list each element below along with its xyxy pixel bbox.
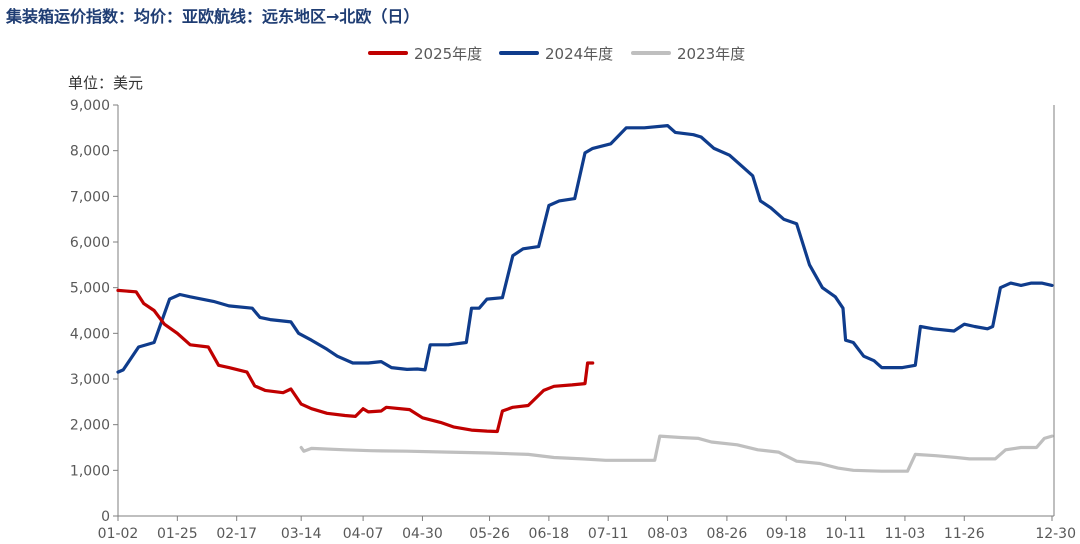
chart-axes: 0 1,000 2,000 3,000 4,000 5,000 6,000 7,000 8,00… bbox=[70, 98, 1076, 542]
y-tick-label: 0 bbox=[101, 509, 110, 525]
x-tick-label: 05-26 bbox=[469, 526, 510, 542]
chart-series bbox=[116, 124, 1054, 473]
y-tick-label: 2,000 bbox=[70, 418, 110, 434]
y-axis-unit-label: 单位：美元 bbox=[68, 74, 144, 92]
x-tick-label: 11-26 bbox=[944, 526, 985, 542]
chart-title: 集装箱运价指数：均价：亚欧航线：远东地区→北欧（日） bbox=[6, 7, 420, 26]
y-tick-label: 3,000 bbox=[70, 372, 110, 388]
x-tick-label: 11-03 bbox=[885, 526, 926, 542]
x-tick-label: 09-18 bbox=[766, 526, 807, 542]
y-tick-label: 1,000 bbox=[70, 463, 110, 479]
series-line-2025 bbox=[116, 288, 595, 434]
x-tick-label: 10-11 bbox=[825, 526, 866, 542]
x-tick-label: 08-03 bbox=[647, 526, 688, 542]
legend-label-2025: 2025年度 bbox=[414, 45, 483, 63]
x-tick-label: 01-02 bbox=[98, 526, 139, 542]
x-tick-label: 08-26 bbox=[707, 526, 748, 542]
x-tick-label: 03-14 bbox=[281, 526, 322, 542]
legend-swatch-2024 bbox=[499, 51, 539, 55]
legend-label-2024: 2024年度 bbox=[545, 45, 614, 63]
x-tick-label: 06-18 bbox=[529, 526, 570, 542]
x-tick-label: 12-30 bbox=[1035, 526, 1076, 542]
y-tick-label: 9,000 bbox=[70, 98, 110, 114]
legend-label-2023: 2023年度 bbox=[677, 45, 746, 63]
x-tick-label: 04-30 bbox=[402, 526, 443, 542]
chart-legend: 2025年度 2024年度 2023年度 bbox=[0, 42, 1080, 64]
x-tick-label: 07-11 bbox=[588, 526, 629, 542]
x-tick-label: 04-07 bbox=[343, 526, 384, 542]
y-tick-label: 8,000 bbox=[70, 144, 110, 160]
legend-swatch-2023 bbox=[631, 51, 671, 55]
y-tick-label: 5,000 bbox=[70, 281, 110, 297]
x-tick-label: 02-17 bbox=[216, 526, 257, 542]
y-tick-label: 6,000 bbox=[70, 235, 110, 251]
x-tick-label: 01-25 bbox=[157, 526, 198, 542]
series-line-2024 bbox=[116, 124, 1054, 374]
y-tick-label: 4,000 bbox=[70, 326, 110, 342]
y-tick-label: 7,000 bbox=[70, 189, 110, 205]
legend-swatch-2025 bbox=[368, 51, 408, 55]
series-line-2023 bbox=[299, 434, 1054, 473]
